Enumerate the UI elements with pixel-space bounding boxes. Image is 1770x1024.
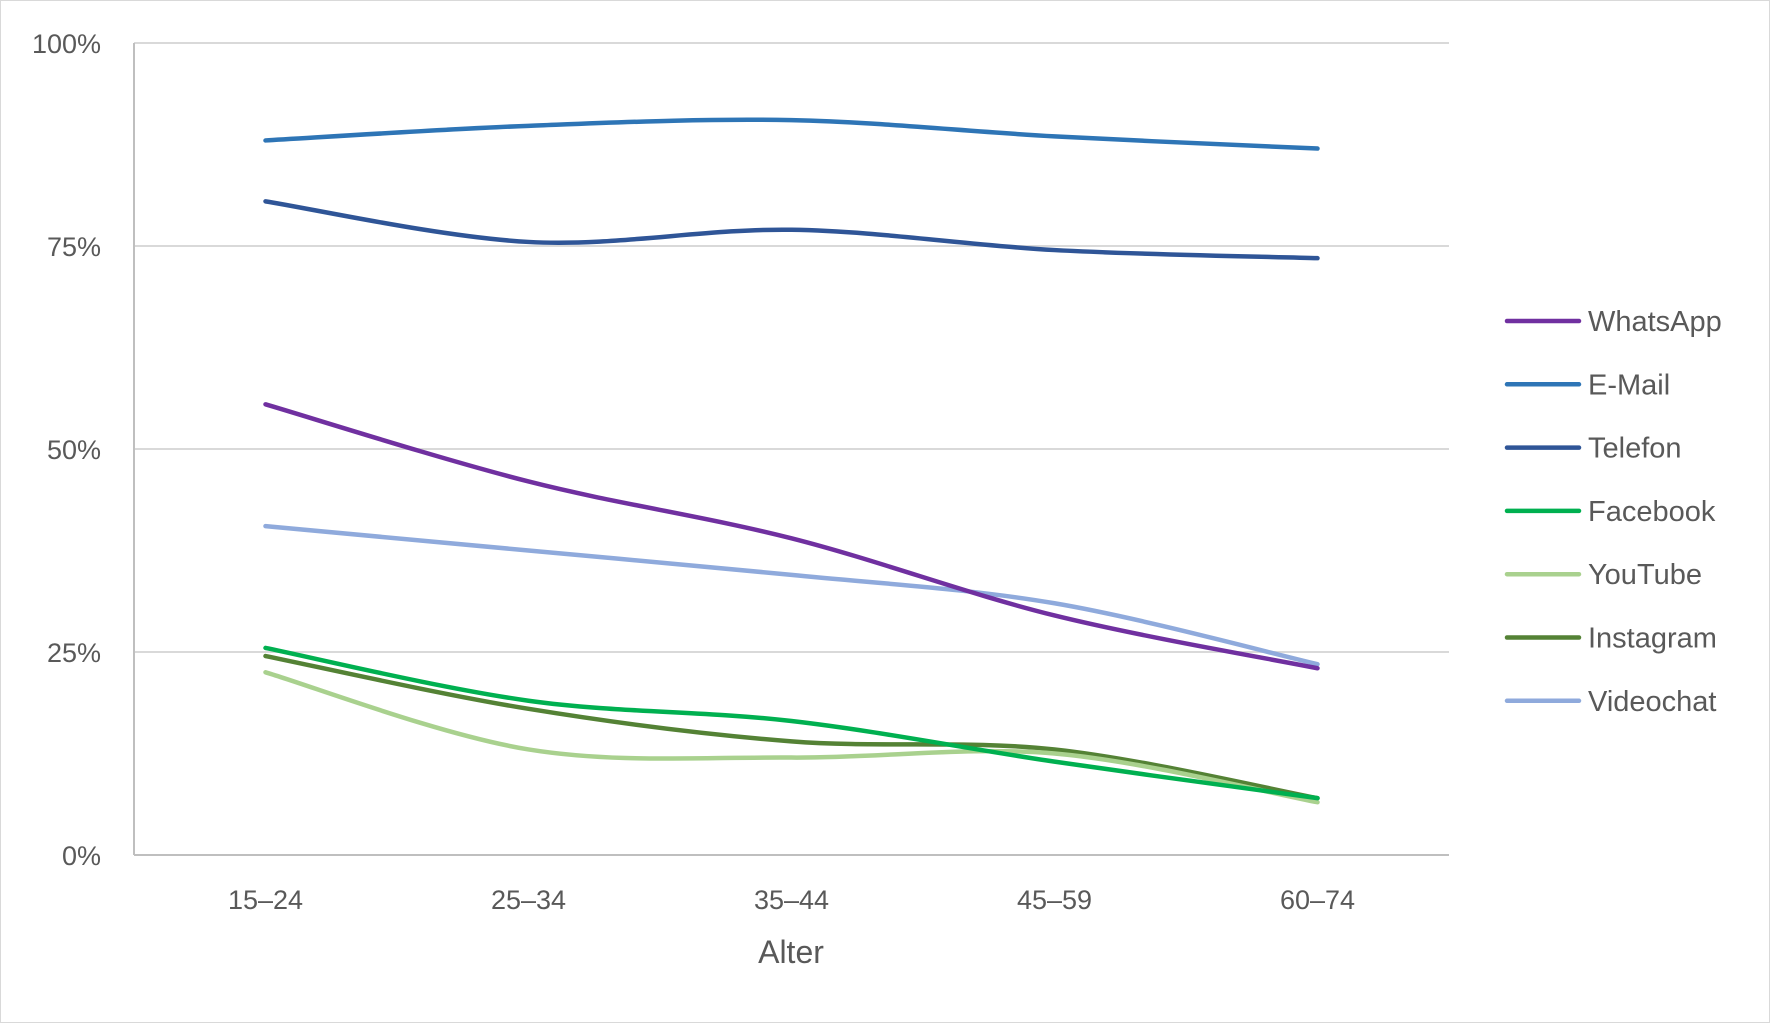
legend-item: YouTube	[1504, 559, 1702, 591]
series-lines	[263, 117, 1320, 805]
x-tick-label: 45–59	[1017, 885, 1092, 915]
series-line-instagram	[263, 653, 1320, 801]
legend-item: Telefon	[1504, 433, 1682, 465]
series-line-telefon	[263, 199, 1320, 261]
x-tick-label: 15–24	[228, 885, 303, 915]
y-tick-label: 25%	[47, 638, 101, 668]
x-axis-title: Alter	[758, 934, 824, 970]
series-line-e-mail	[263, 117, 1320, 151]
legend: WhatsApp E-Mail Telefon Facebook YouTube Inst…	[1504, 306, 1722, 718]
legend-label: Videochat	[1588, 686, 1716, 718]
y-axis-ticks: 0% 25% 50% 75% 100%	[32, 29, 101, 871]
legend-item: WhatsApp	[1504, 306, 1722, 338]
legend-label: Telefon	[1588, 433, 1682, 465]
legend-item: Videochat	[1504, 686, 1716, 718]
series-line-videochat	[263, 523, 1320, 667]
x-axis-ticks: 15–24 25–34 35–44 45–59 60–74	[228, 885, 1355, 915]
series-line-facebook	[263, 645, 1320, 801]
y-tick-label: 50%	[47, 435, 101, 465]
gridlines	[133, 42, 1449, 856]
legend-label: Instagram	[1588, 623, 1717, 655]
legend-item: Instagram	[1504, 623, 1717, 655]
y-tick-label: 0%	[62, 841, 101, 871]
series-line-whatsapp	[263, 402, 1320, 671]
legend-item: Facebook	[1504, 496, 1716, 528]
y-tick-label: 75%	[47, 232, 101, 262]
legend-label: WhatsApp	[1588, 306, 1722, 338]
legend-label: Facebook	[1588, 496, 1716, 528]
legend-label: E-Mail	[1588, 369, 1670, 401]
series-line-youtube	[263, 670, 1320, 805]
x-tick-label: 25–34	[491, 885, 566, 915]
y-tick-label: 100%	[32, 29, 101, 59]
legend-label: YouTube	[1588, 559, 1702, 591]
legend-item: E-Mail	[1504, 369, 1670, 401]
x-tick-label: 60–74	[1280, 885, 1355, 915]
x-tick-label: 35–44	[754, 885, 829, 915]
